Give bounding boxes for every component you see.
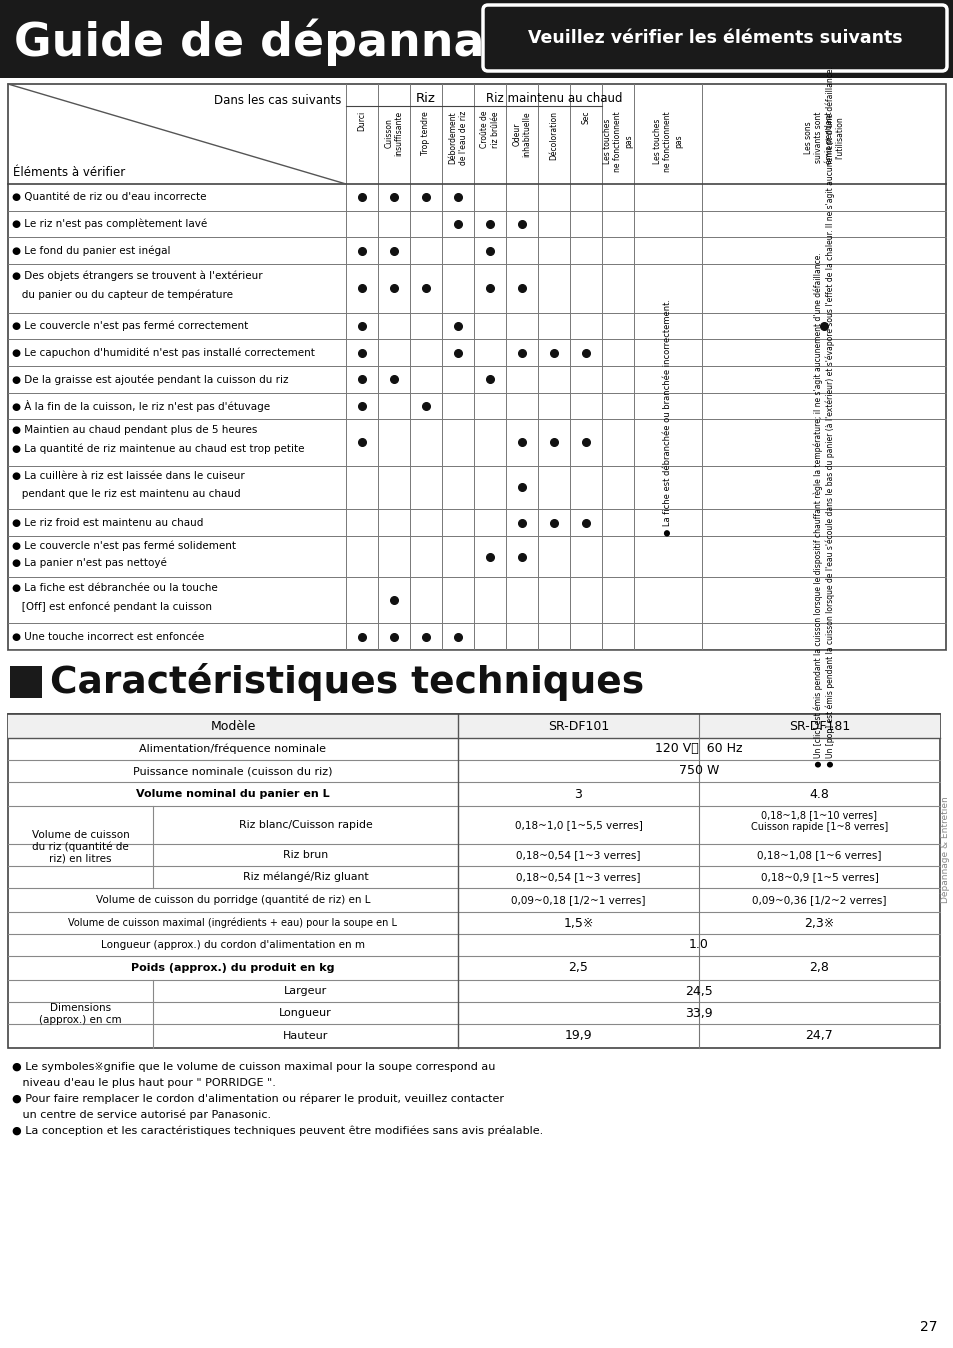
Text: ● Le symboles※gnifie que le volume de cuisson maximal pour la soupe correspond a: ● Le symboles※gnifie que le volume de cu… [12,1062,495,1072]
Text: ● La cuillère à riz est laissée dans le cuiseur: ● La cuillère à riz est laissée dans le … [12,470,245,481]
Text: Les touches
ne fonctionnent
pas: Les touches ne fonctionnent pas [602,111,632,171]
Text: ● Le couvercle n'est pas fermé solidement: ● Le couvercle n'est pas fermé solidemen… [12,541,235,551]
Text: 2,8: 2,8 [809,961,828,975]
Text: Riz: Riz [416,92,436,105]
Text: Riz blanc/Cuisson rapide: Riz blanc/Cuisson rapide [238,820,372,830]
Text: 24,7: 24,7 [804,1030,833,1042]
Text: Alimentation/fréquence nominale: Alimentation/fréquence nominale [139,744,326,755]
Text: ● La fiche est débranchée ou la touche: ● La fiche est débranchée ou la touche [12,584,217,593]
Bar [10,666,42,698]
Text: 0,18~0,54 [1~3 verres]: 0,18~0,54 [1~3 verres] [516,851,640,860]
Text: 0,18~1,0 [1~5,5 verres]: 0,18~1,0 [1~5,5 verres] [514,820,641,830]
Text: Riz maintenu au chaud: Riz maintenu au chaud [485,92,621,105]
Text: 24,5: 24,5 [684,984,712,998]
Text: Dépannage & Entretien: Dépannage & Entretien [940,797,949,903]
Text: Débordement
de l'eau de riz: Débordement de l'eau de riz [448,111,467,166]
Text: 19,9: 19,9 [564,1030,592,1042]
Bar [0,0,953,78]
Text: Sec: Sec [581,111,590,124]
Text: 33,9: 33,9 [684,1007,712,1019]
Text: niveau d'eau le plus haut pour " PORRIDGE ".: niveau d'eau le plus haut pour " PORRIDG… [12,1078,275,1088]
Text: ● Une touche incorrect est enfoncée: ● Une touche incorrect est enfoncée [12,632,204,642]
Text: ● La quantité de riz maintenue au chaud est trop petite: ● La quantité de riz maintenue au chaud … [12,443,304,454]
Text: ● Quantité de riz ou d'eau incorrecte: ● Quantité de riz ou d'eau incorrecte [12,193,206,202]
Text: Longueur: Longueur [279,1008,332,1018]
Text: SR-DF101: SR-DF101 [547,720,608,732]
Text: Cuisson rapide [1~8 verres]: Cuisson rapide [1~8 verres] [750,822,887,832]
Text: ● Le capuchon d'humidité n'est pas installé correctement: ● Le capuchon d'humidité n'est pas insta… [12,348,314,359]
Text: Durci: Durci [357,111,366,131]
Text: 1.0: 1.0 [688,938,708,952]
Text: Volume nominal du panier en L: Volume nominal du panier en L [136,789,330,799]
Text: Largeur: Largeur [284,985,327,996]
Text: Les sons
suivants sont
émis pendant
l'utilisation: Les sons suivants sont émis pendant l'ut… [802,111,843,163]
Text: ● À la fin de la cuisson, le riz n'est pas d'étuvage: ● À la fin de la cuisson, le riz n'est p… [12,400,270,412]
Text: Veuillez vérifier les éléments suivants: Veuillez vérifier les éléments suivants [527,30,902,47]
Text: 120 V～  60 Hz: 120 V～ 60 Hz [655,743,742,755]
Text: Volume de cuisson maximal (ingrédients + eau) pour la soupe en L: Volume de cuisson maximal (ingrédients +… [69,918,397,929]
Text: ● Le riz n'est pas complètement lavé: ● Le riz n'est pas complètement lavé [12,218,207,229]
Text: ● Le couvercle n'est pas fermé correctement: ● Le couvercle n'est pas fermé correctem… [12,321,248,332]
Text: 2,3※: 2,3※ [803,917,834,930]
Text: 2,5: 2,5 [568,961,588,975]
Text: Décoloration: Décoloration [549,111,558,160]
Text: SR-DF181: SR-DF181 [788,720,849,732]
Text: Éléments à vérifier: Éléments à vérifier [13,166,125,179]
Text: Riz mélangé/Riz gluant: Riz mélangé/Riz gluant [242,872,368,882]
Text: 0,18~0,9 [1~5 verres]: 0,18~0,9 [1~5 verres] [760,872,878,882]
Text: ● La fiche est débranchée ou branchée incorrectement.: ● La fiche est débranchée ou branchée in… [662,298,672,535]
Text: ● Des objets étrangers se trouvent à l'extérieur: ● Des objets étrangers se trouvent à l'e… [12,271,262,280]
FancyBboxPatch shape [482,5,946,71]
Text: ● Le fond du panier est inégal: ● Le fond du panier est inégal [12,245,171,256]
Text: ● La conception et les caractéristiques techniques peuvent être modifiées sans a: ● La conception et les caractéristiques … [12,1126,542,1136]
Text: ● La panier n'est pas nettoyé: ● La panier n'est pas nettoyé [12,557,167,568]
Text: Puissance nominale (cuisson du riz): Puissance nominale (cuisson du riz) [133,766,333,776]
Text: Odeur
inhabituelle: Odeur inhabituelle [512,111,531,156]
Text: Les touches
ne fonctionnent
pas: Les touches ne fonctionnent pas [653,111,682,171]
Text: ● De la graisse est ajoutée pendant la cuisson du riz: ● De la graisse est ajoutée pendant la c… [12,375,288,384]
Text: 0,18~1,8 [1~10 verres]: 0,18~1,8 [1~10 verres] [760,810,877,820]
Text: Cuisson
insuffisante: Cuisson insuffisante [384,111,403,156]
Text: Volume de cuisson
du riz (quantité de
riz) en litres: Volume de cuisson du riz (quantité de ri… [31,830,130,864]
Text: Modèle: Modèle [210,720,255,732]
Text: Volume de cuisson du porridge (quantité de riz) en L: Volume de cuisson du porridge (quantité … [95,895,370,906]
Text: du panier ou du capteur de température: du panier ou du capteur de température [12,290,233,301]
Text: 750 W: 750 W [679,764,719,778]
Text: ● Pour faire remplacer le cordon d'alimentation ou réparer le produit, veuillez : ● Pour faire remplacer le cordon d'alime… [12,1095,503,1104]
Text: [Off] est enfoncé pendant la cuisson: [Off] est enfoncé pendant la cuisson [12,601,212,612]
Text: Poids (approx.) du produit en kg: Poids (approx.) du produit en kg [132,962,335,973]
Text: Guide de dépannage: Guide de dépannage [14,19,548,66]
Text: ● Un [clic] est émis pendant la cuisson lorsque le dispositif chauffant règle la: ● Un [clic] est émis pendant la cuisson … [813,66,834,767]
Text: Longueur (approx.) du cordon d'alimentation en m: Longueur (approx.) du cordon d'alimentat… [101,940,365,950]
Text: ● Maintien au chaud pendant plus de 5 heures: ● Maintien au chaud pendant plus de 5 he… [12,426,257,435]
Text: 0,18~1,08 [1~6 verres]: 0,18~1,08 [1~6 verres] [757,851,881,860]
Bar [8,714,939,1047]
Text: un centre de service autorisé par Panasonic.: un centre de service autorisé par Panaso… [12,1109,271,1120]
Text: Hauteur: Hauteur [282,1031,328,1041]
Text: 0,09~0,18 [1/2~1 verres]: 0,09~0,18 [1/2~1 verres] [511,895,645,905]
Text: pendant que le riz est maintenu au chaud: pendant que le riz est maintenu au chaud [12,488,240,499]
Text: 3: 3 [574,787,582,801]
Text: Dans les cas suivants: Dans les cas suivants [213,94,340,106]
Bar [8,714,939,737]
Text: 4.8: 4.8 [809,787,828,801]
Text: ● Le riz froid est maintenu au chaud: ● Le riz froid est maintenu au chaud [12,518,203,527]
Text: Trop tendre: Trop tendre [421,111,430,155]
Text: Dimensions
(approx.) en cm: Dimensions (approx.) en cm [39,1003,122,1024]
Text: Riz brun: Riz brun [283,851,328,860]
Text: Caractéristiques techniques: Caractéristiques techniques [50,663,643,701]
Text: Croûte de
riz brûlée: Croûte de riz brûlée [479,111,499,148]
Text: 1,5※: 1,5※ [562,917,593,930]
Text: 27: 27 [920,1320,937,1335]
Bar [8,84,945,650]
Text: 0,09~0,36 [1/2~2 verres]: 0,09~0,36 [1/2~2 verres] [752,895,886,905]
Text: 0,18~0,54 [1~3 verres]: 0,18~0,54 [1~3 verres] [516,872,640,882]
